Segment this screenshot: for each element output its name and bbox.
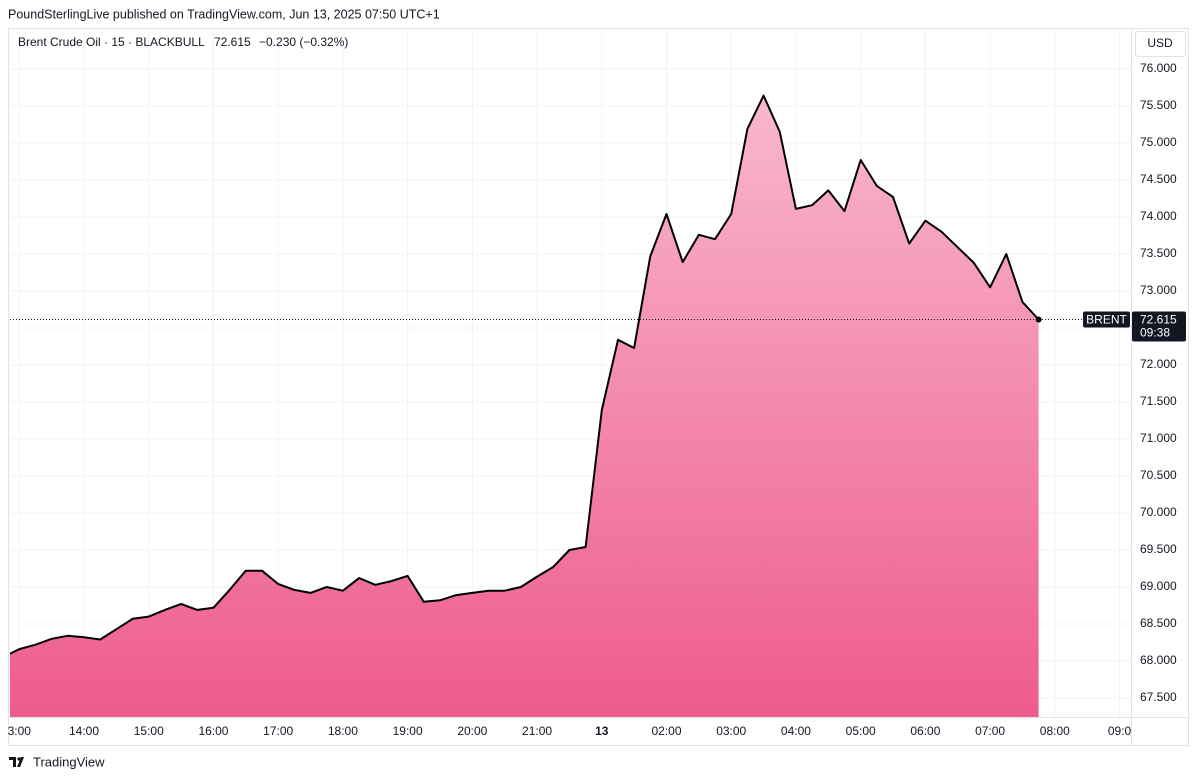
x-tick-label: 18:00 — [328, 724, 358, 738]
y-tick-label: 75.500 — [1140, 98, 1177, 112]
x-tick-label: 17:00 — [263, 724, 293, 738]
x-tick-label: 05:00 — [846, 724, 876, 738]
x-tick-label: 21:00 — [522, 724, 552, 738]
y-tick-label: 74.500 — [1140, 172, 1177, 186]
x-tick-label: 14:00 — [69, 724, 99, 738]
price-tag-countdown: 09:38 — [1140, 326, 1170, 340]
axes: 67.500 68.000 68.500 69.000 69.500 70.000 70.5… — [8, 61, 1186, 738]
y-tick-label: 73.000 — [1140, 283, 1177, 297]
header: PoundSterlingLive published on TradingVi… — [8, 7, 440, 21]
x-tick-label: 02:00 — [651, 724, 681, 738]
currency-box[interactable] — [1135, 31, 1186, 57]
y-tick-label: 68.500 — [1140, 616, 1177, 630]
y-tick-label: 75.000 — [1140, 135, 1177, 149]
y-tick-label: 71.500 — [1140, 394, 1177, 408]
y-tick-label: 69.500 — [1140, 542, 1177, 556]
legend-title: Brent Crude Oil · 15 · BLACKBULL — [18, 35, 205, 49]
y-tick-label: 71.000 — [1140, 431, 1177, 445]
area-fill — [10, 95, 1039, 717]
last-point — [1035, 316, 1042, 323]
y-tick-label: 67.500 — [1140, 690, 1177, 704]
y-tick-label: 69.000 — [1140, 579, 1177, 593]
legend-change: −0.230 (−0.32%) — [259, 35, 348, 49]
x-tick-label: 13 — [595, 724, 609, 738]
y-tick-label: 74.000 — [1140, 209, 1177, 223]
footer-brand: TradingView — [33, 754, 105, 769]
y-tick-label: 73.500 — [1140, 246, 1177, 260]
legend-value: 72.615 — [214, 35, 251, 49]
plot — [10, 94, 1131, 717]
currency[interactable]: USD — [1147, 36, 1173, 50]
price-line — [10, 94, 1040, 655]
chart-frame — [8, 28, 1189, 746]
y-tick-label: 70.500 — [1140, 468, 1177, 482]
y-tick-label: 68.000 — [1140, 653, 1177, 667]
y-tick-label: 76.000 — [1140, 61, 1177, 75]
symbol-tag-label: BRENT — [1086, 313, 1127, 327]
price-tag — [1132, 311, 1186, 342]
price-tag-value: 72.615 — [1140, 313, 1177, 327]
x-tick-label: 15:00 — [134, 724, 164, 738]
x-tick-label: 19:00 — [393, 724, 423, 738]
symbol-tag — [1083, 311, 1130, 328]
x-tick-label: 3:00 — [8, 724, 32, 738]
x-tick-label: 09:0 — [1108, 724, 1132, 738]
y-tick-label: 70.000 — [1140, 505, 1177, 519]
x-tick-label: 20:00 — [457, 724, 487, 738]
x-tick-label: 08:00 — [1040, 724, 1070, 738]
y-tick-label: 72.000 — [1140, 357, 1177, 371]
x-tick-label: 04:00 — [781, 724, 811, 738]
x-tick-label: 06:00 — [910, 724, 940, 738]
x-tick-label: 03:00 — [716, 724, 746, 738]
footer-logo — [9, 757, 24, 767]
x-tick-label: 07:00 — [975, 724, 1005, 738]
x-tick-label: 16:00 — [198, 724, 228, 738]
